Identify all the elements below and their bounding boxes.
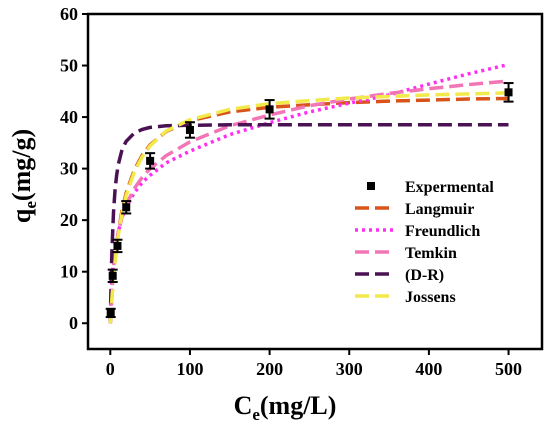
y-tick-label: 10	[60, 262, 78, 282]
x-axis-title: Ce(mg/L)	[234, 391, 337, 424]
axis-ticks: 0 100 200 300 400 500 0 10 20 30 40 50 60	[60, 4, 522, 379]
y-axis-title: qe(mg/g)	[7, 129, 40, 223]
data-point	[108, 271, 117, 280]
y-tick-label: 40	[60, 107, 78, 127]
x-tick-label: 500	[495, 359, 522, 379]
y-tick-label: 50	[60, 56, 78, 76]
x-tick-label: 100	[176, 359, 203, 379]
legend-label-jossens: Jossens	[405, 289, 456, 306]
legend-label-langmuir: Langmuir	[405, 201, 474, 218]
x-axis-symbol: C	[234, 391, 253, 420]
data-point	[185, 125, 194, 134]
x-axis-subscript: e	[252, 405, 260, 424]
legend-label-temkin: Temkin	[405, 245, 457, 262]
data-point	[146, 156, 155, 165]
data-point	[113, 241, 122, 250]
y-tick-label: 20	[60, 210, 78, 230]
plot-frame	[86, 12, 544, 351]
data-point	[504, 88, 513, 97]
y-axis-unit: (mg/g)	[7, 129, 36, 201]
y-tick-label: 30	[60, 159, 78, 179]
experimental-points	[105, 82, 514, 319]
legend: Expermental Langmuir Freundlich Temkin (D-R)…	[355, 179, 494, 306]
series-line-dr	[108, 123, 509, 324]
legend-label-expermental: Expermental	[405, 179, 494, 196]
model-curves	[108, 62, 509, 324]
x-tick-label: 400	[415, 359, 442, 379]
y-axis-symbol: q	[7, 208, 36, 223]
legend-label-freundlich: Freundlich	[405, 223, 480, 240]
y-axis-subscript: e	[21, 201, 40, 209]
data-point	[106, 308, 115, 317]
y-tick-label: 60	[60, 4, 78, 24]
x-tick-label: 200	[256, 359, 283, 379]
series-line-jossens	[108, 91, 509, 324]
legend-label-dr: (D-R)	[405, 267, 444, 284]
legend-marker-expermental	[367, 182, 375, 190]
data-point	[122, 203, 131, 212]
x-axis-unit: (mg/L)	[260, 391, 337, 420]
data-point	[265, 105, 274, 114]
x-tick-label: 300	[336, 359, 363, 379]
x-tick-label: 0	[106, 359, 115, 379]
y-tick-label: 0	[69, 313, 78, 333]
